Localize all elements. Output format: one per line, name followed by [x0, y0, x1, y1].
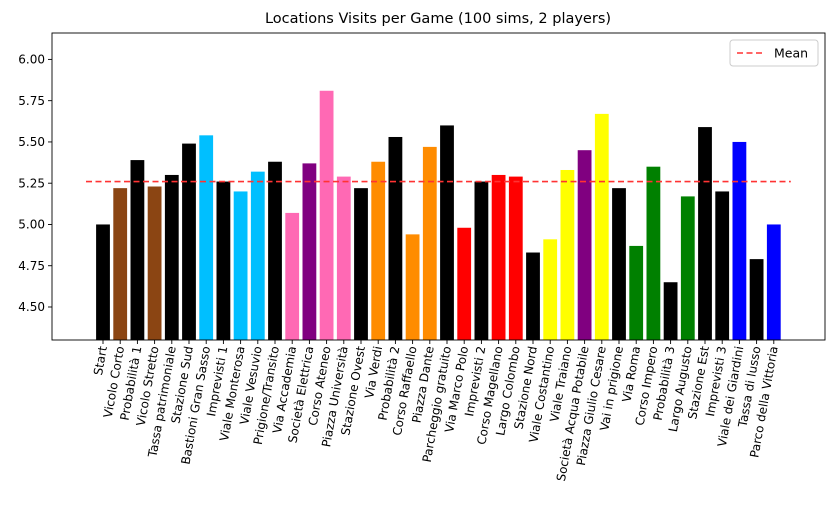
bar: [113, 188, 128, 340]
bar: [749, 259, 764, 340]
y-tick-label: 4.75: [18, 259, 45, 273]
bar: [405, 234, 420, 340]
bar: [715, 191, 730, 340]
bar: [457, 227, 472, 340]
bar: [560, 169, 575, 340]
y-tick-label: 5.00: [18, 218, 45, 232]
bar: [732, 141, 747, 340]
chart-title: Locations Visits per Game (100 sims, 2 p…: [265, 11, 611, 27]
bar: [285, 212, 300, 340]
bar: [594, 113, 609, 340]
bar: [766, 224, 781, 340]
bar: [371, 161, 386, 340]
x-tick-label: Start: [91, 345, 110, 377]
bar: [147, 186, 162, 340]
bar: [319, 90, 334, 341]
bar: [268, 161, 282, 340]
bar: [440, 125, 454, 341]
bar: [96, 224, 110, 340]
bar: [216, 181, 231, 340]
bar: [577, 150, 592, 340]
bar: [199, 135, 214, 340]
bar: [646, 166, 661, 340]
bar: [680, 196, 695, 340]
bar: [508, 176, 523, 340]
bar: [612, 188, 626, 340]
bar: [164, 174, 179, 340]
bar: [698, 127, 712, 340]
bars-group: [96, 90, 781, 341]
y-tick-label: 6.00: [18, 53, 45, 67]
legend-label: Mean: [774, 46, 808, 61]
y-tick-label: 5.25: [18, 176, 45, 190]
legend: Mean: [729, 39, 819, 67]
y-tick-label: 5.75: [18, 94, 45, 108]
y-axis: 4.50 4.75 5.00 5.25 5.50 5.75 6.00: [18, 53, 52, 314]
legend-box: [729, 39, 819, 67]
bar: [250, 171, 265, 340]
bar: [543, 239, 558, 340]
bar: [130, 160, 145, 340]
bar: [336, 176, 351, 340]
bar: [491, 174, 506, 340]
bar: [182, 143, 196, 340]
bar: [388, 136, 403, 340]
bar: [629, 245, 644, 340]
y-tick-label: 5.50: [18, 135, 45, 149]
plot-frame: [51, 32, 826, 341]
bar: [422, 146, 437, 340]
y-tick-label: 4.50: [18, 300, 45, 314]
bar: [663, 282, 678, 340]
bar: [233, 191, 248, 340]
bar: [354, 188, 368, 340]
bar: [526, 252, 540, 340]
bar: [474, 181, 489, 340]
bar: [302, 163, 317, 340]
